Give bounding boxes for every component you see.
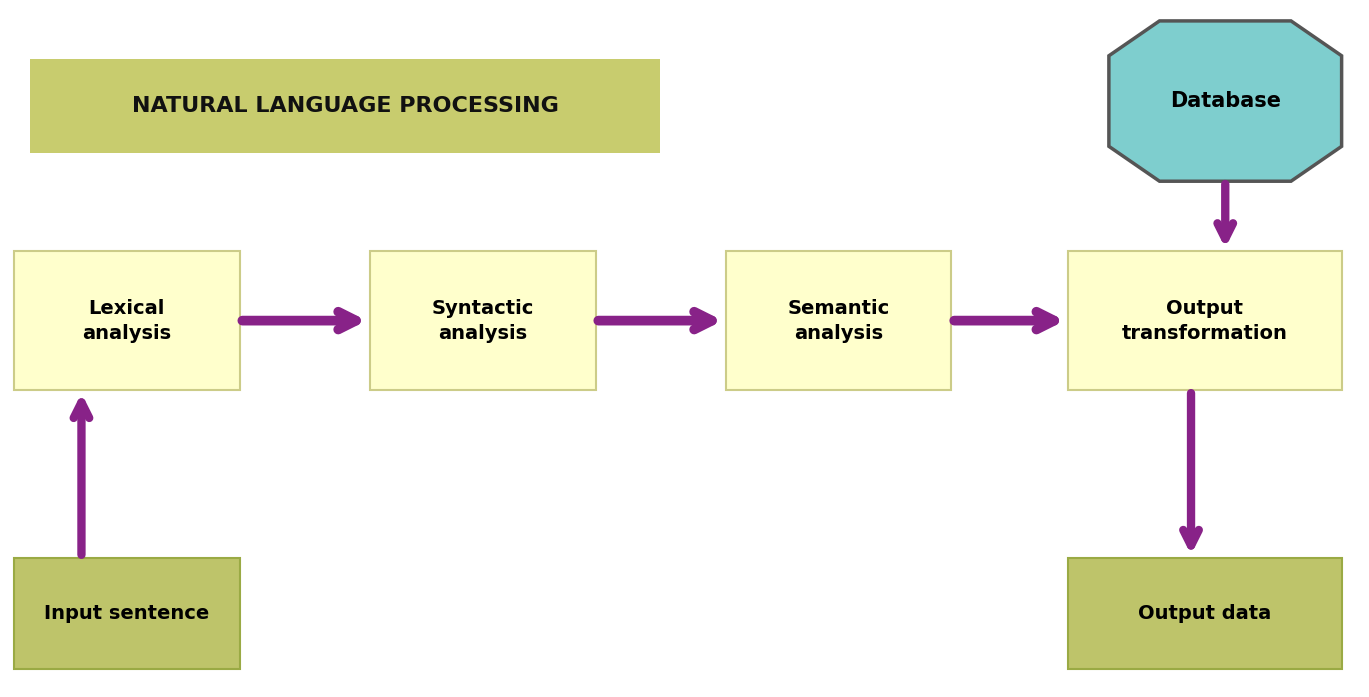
Text: Syntactic
analysis: Syntactic analysis [431, 298, 534, 343]
FancyBboxPatch shape [30, 59, 660, 153]
FancyBboxPatch shape [726, 251, 951, 390]
Text: Output
transformation: Output transformation [1121, 298, 1288, 343]
Text: Lexical
analysis: Lexical analysis [82, 298, 171, 343]
Text: Output data: Output data [1138, 604, 1272, 623]
FancyBboxPatch shape [1068, 251, 1342, 390]
FancyBboxPatch shape [1068, 558, 1342, 669]
Text: Database: Database [1169, 91, 1281, 111]
Text: Semantic
analysis: Semantic analysis [787, 298, 890, 343]
Text: NATURAL LANGUAGE PROCESSING: NATURAL LANGUAGE PROCESSING [131, 96, 559, 116]
Text: Input sentence: Input sentence [44, 604, 209, 623]
FancyBboxPatch shape [14, 558, 240, 669]
Polygon shape [1109, 21, 1342, 181]
FancyBboxPatch shape [370, 251, 596, 390]
FancyBboxPatch shape [14, 251, 240, 390]
